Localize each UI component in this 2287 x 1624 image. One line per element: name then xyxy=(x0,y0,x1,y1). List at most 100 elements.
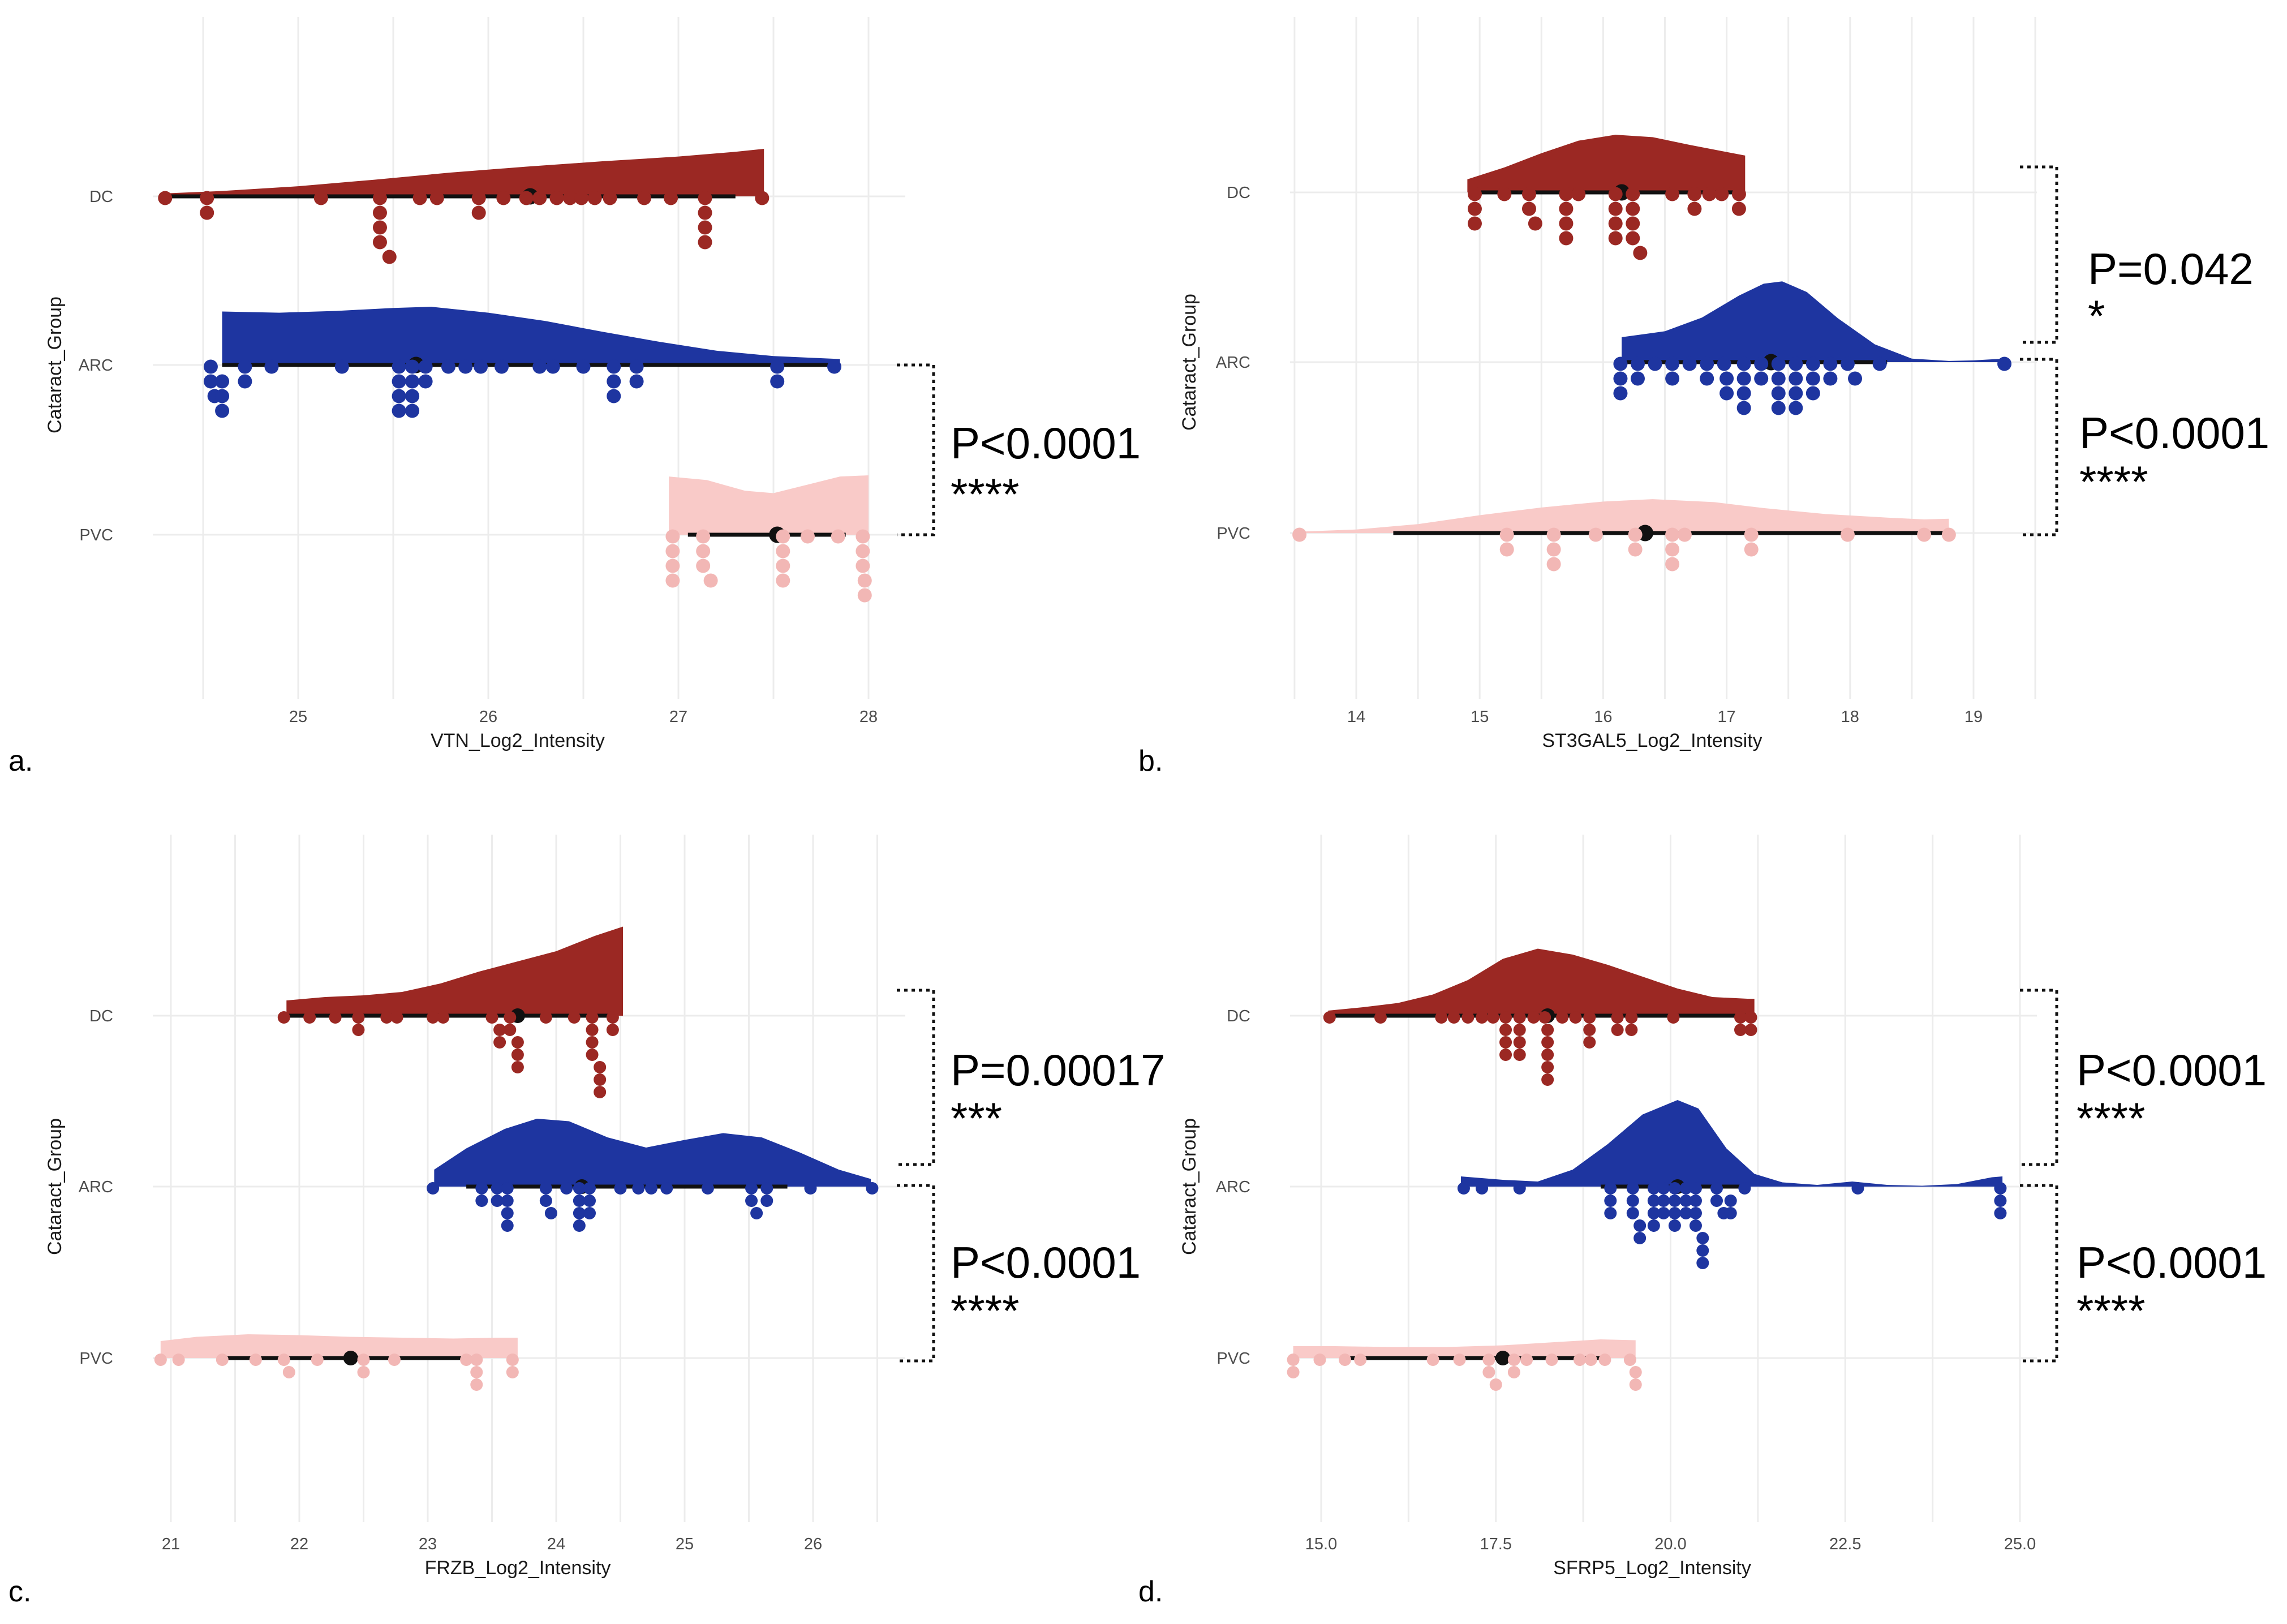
x-axis-title: ST3GAL5_Log2_Intensity xyxy=(1542,730,1762,751)
data-point xyxy=(1623,1354,1636,1366)
p-value-label: P=0.00017 xyxy=(951,1045,1166,1095)
data-point xyxy=(1611,1024,1624,1036)
data-point xyxy=(800,529,815,544)
density-cloud xyxy=(1328,948,1755,1016)
data-point xyxy=(352,1024,365,1036)
data-point xyxy=(1467,187,1482,201)
data-point xyxy=(1734,1024,1747,1036)
data-point xyxy=(703,573,718,588)
data-point xyxy=(1754,371,1769,386)
data-point xyxy=(1613,356,1628,371)
data-point xyxy=(1287,1354,1300,1366)
data-point xyxy=(203,374,218,389)
data-point xyxy=(586,1036,599,1049)
data-point xyxy=(632,1182,645,1195)
data-point xyxy=(474,359,488,374)
data-point xyxy=(372,205,387,220)
data-point xyxy=(1679,1182,1692,1195)
data-point xyxy=(1583,1011,1596,1024)
significance-bracket: P<0.0001**** xyxy=(2020,1184,2267,1363)
data-point xyxy=(372,191,387,205)
x-tick-label: 25 xyxy=(676,1535,694,1553)
group-pvc: PVC xyxy=(79,475,872,603)
data-point xyxy=(277,1011,290,1024)
data-point xyxy=(357,1366,370,1378)
data-point xyxy=(215,403,230,418)
data-point xyxy=(1583,1024,1596,1036)
data-point xyxy=(357,1354,370,1366)
data-point xyxy=(1668,1195,1681,1207)
data-point xyxy=(504,1024,517,1036)
panel-label: c. xyxy=(8,1575,31,1608)
data-point xyxy=(1771,401,1786,415)
data-point xyxy=(501,1195,514,1207)
data-point xyxy=(586,1011,599,1024)
data-point xyxy=(857,588,872,603)
data-point xyxy=(1559,231,1574,246)
data-point xyxy=(560,1182,573,1195)
data-point xyxy=(441,359,455,374)
data-point xyxy=(1630,371,1645,386)
y-tick-label: DC xyxy=(1227,1007,1250,1025)
data-point xyxy=(1338,1354,1351,1366)
data-point xyxy=(1668,1182,1681,1195)
data-point xyxy=(382,250,397,264)
data-point xyxy=(770,359,785,374)
data-point xyxy=(1626,1182,1639,1195)
group-dc: DC xyxy=(89,149,770,264)
data-point xyxy=(313,191,328,205)
y-tick-label: ARC xyxy=(1216,354,1250,372)
data-point xyxy=(429,191,444,205)
data-point xyxy=(1665,187,1680,201)
data-point xyxy=(532,191,547,205)
data-point xyxy=(1499,527,1514,542)
x-tick-label: 24 xyxy=(547,1535,565,1553)
y-tick-label: DC xyxy=(89,188,113,206)
p-value-label: P<0.0001 xyxy=(2077,1238,2267,1287)
data-point xyxy=(311,1354,324,1366)
data-point xyxy=(511,1061,524,1073)
data-point xyxy=(1731,187,1746,201)
data-point xyxy=(470,1366,483,1378)
significance-stars: **** xyxy=(2079,457,2148,506)
data-point xyxy=(1917,527,1932,542)
data-point xyxy=(470,1354,483,1366)
data-point xyxy=(1426,1354,1439,1366)
data-point xyxy=(568,1011,581,1024)
data-point xyxy=(1668,1219,1681,1232)
p-value-label: P<0.0001 xyxy=(951,1238,1141,1287)
data-point xyxy=(1771,356,1786,371)
data-point xyxy=(392,403,406,418)
data-point xyxy=(1499,542,1514,557)
data-point xyxy=(665,573,680,588)
data-point xyxy=(1696,1257,1709,1269)
data-point xyxy=(1497,187,1512,201)
data-point xyxy=(1626,201,1640,216)
data-point xyxy=(1499,1049,1512,1061)
data-point xyxy=(1689,1207,1702,1219)
data-point xyxy=(831,529,845,544)
data-point xyxy=(1546,557,1561,572)
data-point xyxy=(1374,1011,1387,1024)
data-point xyxy=(1467,201,1482,216)
y-tick-label: PVC xyxy=(79,1350,113,1368)
data-point xyxy=(1628,527,1643,542)
significance-stars: **** xyxy=(2077,1093,2145,1143)
data-point xyxy=(573,1195,586,1207)
y-tick-label: PVC xyxy=(1216,1350,1250,1368)
x-tick-label: 17 xyxy=(1717,708,1735,726)
data-point xyxy=(1569,1011,1582,1024)
data-point xyxy=(405,403,420,418)
data-point xyxy=(607,374,621,389)
data-point xyxy=(471,191,486,205)
data-point xyxy=(532,359,547,374)
data-point xyxy=(1613,386,1628,401)
data-point xyxy=(154,1354,167,1366)
data-point xyxy=(1611,1011,1624,1024)
density-cloud xyxy=(1293,1339,1636,1358)
data-point xyxy=(1668,1207,1681,1219)
data-point xyxy=(1736,356,1751,371)
data-point xyxy=(606,1011,619,1024)
data-point xyxy=(1499,1011,1512,1024)
data-point xyxy=(491,1195,504,1207)
